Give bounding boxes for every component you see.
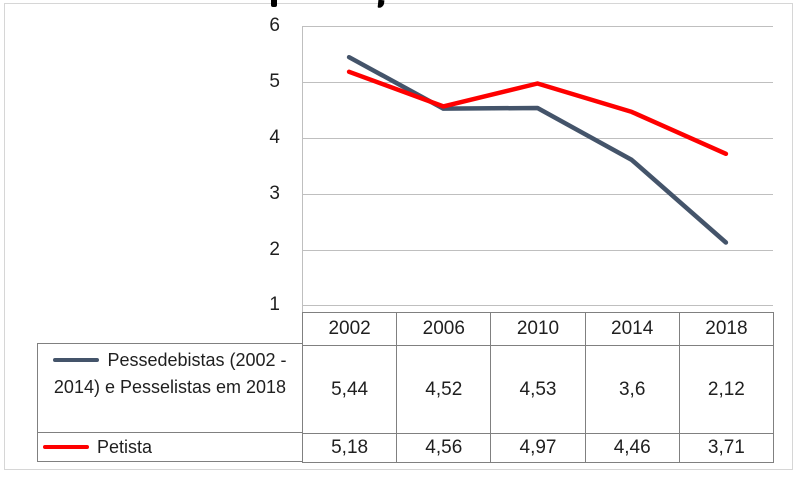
value-cell-series2: 4,46 xyxy=(585,434,680,463)
gridline xyxy=(302,138,773,139)
gridline xyxy=(302,26,773,27)
y-tick-label: 2 xyxy=(269,239,280,260)
y-tick-label: 5 xyxy=(269,71,280,92)
legend-table: Pessedebistas (2002 - 2014) e Pesselista… xyxy=(37,343,302,462)
y-tick-label: 6 xyxy=(269,15,280,36)
gridline xyxy=(302,250,773,251)
cropped-title-descender-1 xyxy=(271,0,277,7)
y-tick-label: 4 xyxy=(269,127,280,148)
legend-entry-pessedebistas: Pessedebistas (2002 - 2014) e Pesselista… xyxy=(38,344,302,433)
legend-entry-petista: Petista xyxy=(38,433,302,461)
value-cell-series2: 5,18 xyxy=(303,434,398,463)
line-chart-plot xyxy=(346,54,729,245)
year-header-cell: 2006 xyxy=(397,313,492,346)
value-cell-series1: 5,44 xyxy=(303,346,398,434)
legend-label-petista: Petista xyxy=(97,436,153,457)
value-cell-series1: 4,53 xyxy=(491,346,586,434)
year-header-cell: 2002 xyxy=(303,313,398,346)
y-tick-label: 3 xyxy=(269,183,280,204)
year-header-cell: 2014 xyxy=(585,313,680,346)
data-table: 2002 2006 2010 2014 2018 5,44 4,52 4,53 … xyxy=(302,312,774,463)
y-tick-label: 1 xyxy=(269,294,280,315)
year-header-cell: 2010 xyxy=(491,313,586,346)
year-header-cell: 2018 xyxy=(679,313,774,346)
legend-label-pessedebistas: Pessedebistas (2002 - 2014) e Pesselista… xyxy=(53,350,287,397)
value-cell-series1: 2,12 xyxy=(679,346,774,434)
value-cell-series2: 4,56 xyxy=(397,434,492,463)
chart-outer-frame xyxy=(4,3,793,470)
series-swatch-petista xyxy=(43,445,89,449)
value-cell-series1: 3,6 xyxy=(585,346,680,434)
value-cell-series2: 3,71 xyxy=(679,434,774,463)
series-swatch-pessedebistas xyxy=(53,357,100,362)
value-cell-series1: 4,52 xyxy=(397,346,492,434)
gridline xyxy=(302,305,773,306)
y-axis-line xyxy=(302,26,303,312)
value-cell-series2: 4,97 xyxy=(491,434,586,463)
series-line-0 xyxy=(346,54,729,245)
series-line-1 xyxy=(346,69,729,157)
gridline xyxy=(302,194,773,195)
